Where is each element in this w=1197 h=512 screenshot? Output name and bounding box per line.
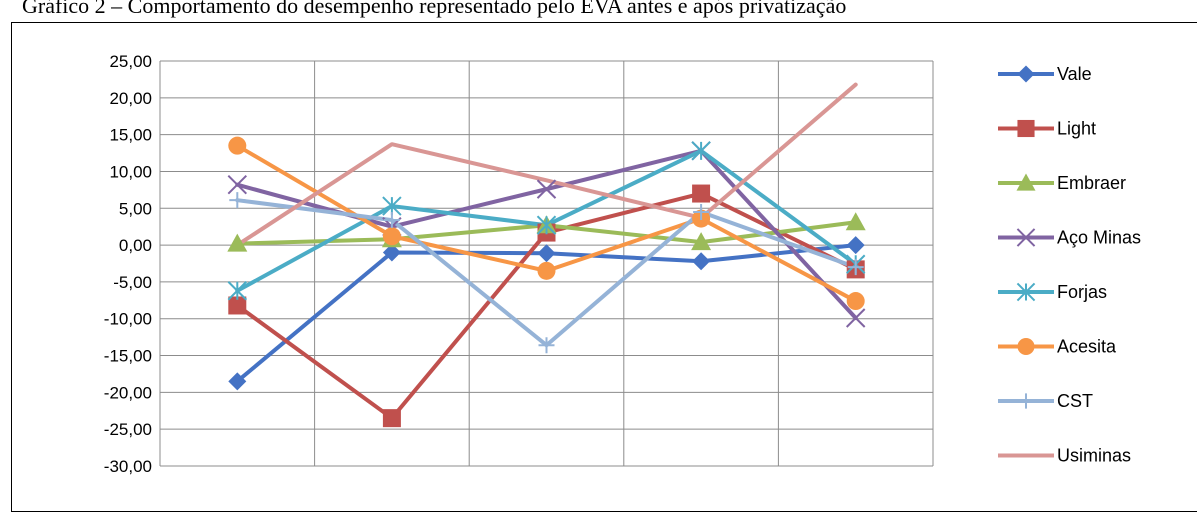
diamond-marker xyxy=(692,252,711,271)
triangle-marker xyxy=(227,233,248,252)
legend-item: CST xyxy=(998,391,1093,411)
y-tick-label: 0,00 xyxy=(119,236,152,255)
square-marker xyxy=(382,409,401,428)
legend-label: Forjas xyxy=(1057,282,1107,302)
diamond-marker xyxy=(537,244,556,263)
legend-item: Forjas xyxy=(998,282,1107,302)
legend-label: CST xyxy=(1057,391,1093,411)
star-marker xyxy=(227,281,248,301)
plus-marker xyxy=(1018,393,1034,409)
star-marker xyxy=(691,141,711,161)
plus-marker xyxy=(538,337,555,354)
legend-item: Light xyxy=(998,119,1096,139)
plus-marker xyxy=(847,259,864,276)
triangle-marker xyxy=(845,212,866,231)
legend-label: Usiminas xyxy=(1057,446,1131,466)
figure-caption: Gráfico 2 – Comportamento do desempenho … xyxy=(22,0,847,18)
diamond-marker xyxy=(846,236,865,255)
star-marker xyxy=(1016,282,1036,302)
diamond-marker xyxy=(1017,65,1035,83)
legend-label: Vale xyxy=(1057,64,1092,84)
legend-label: Acesita xyxy=(1057,337,1117,357)
diamond-marker xyxy=(382,243,401,262)
x-marker xyxy=(1016,228,1036,247)
y-tick-label: -20,00 xyxy=(104,383,152,402)
x-marker xyxy=(536,179,557,199)
circle-marker xyxy=(228,136,247,155)
y-tick-label: 15,00 xyxy=(109,126,152,145)
legend-item: Vale xyxy=(998,64,1092,84)
series-line-usiminas xyxy=(235,82,858,248)
line-chart: 25,00 20,00 15,00 10,00 5,00 0,00 -5,00 -10,00 -… xyxy=(104,52,1141,476)
y-tick-label: -25,00 xyxy=(104,420,152,439)
plus-marker xyxy=(229,192,246,209)
grid-lines xyxy=(159,60,934,467)
circle-marker xyxy=(1017,337,1035,356)
legend-item: Embraer xyxy=(998,173,1126,193)
triangle-marker xyxy=(691,232,712,251)
diamond-marker xyxy=(228,372,247,391)
star-marker xyxy=(536,215,557,235)
x-marker xyxy=(227,175,248,195)
legend-item: Aço Minas xyxy=(998,228,1141,248)
square-marker xyxy=(692,184,711,203)
y-tick-label: -5,00 xyxy=(113,273,152,292)
legend-label: Embraer xyxy=(1057,173,1126,193)
y-tick-label: 25,00 xyxy=(109,52,152,71)
y-tick-label: 20,00 xyxy=(109,89,152,108)
y-axis-ticks: 25,00 20,00 15,00 10,00 5,00 0,00 -5,00 -10,00 -… xyxy=(104,52,152,476)
circle-marker xyxy=(537,261,556,280)
triangle-marker xyxy=(1016,173,1036,191)
legend-item: Acesita xyxy=(998,337,1117,357)
square-marker xyxy=(228,296,247,315)
chart-legend: Vale Light Embraer Aço Minas Forjas Acesita CS… xyxy=(998,64,1141,466)
x-marker xyxy=(845,308,866,328)
square-marker xyxy=(1017,119,1035,138)
series-markers xyxy=(227,136,866,428)
legend-label: Aço Minas xyxy=(1057,228,1141,248)
legend-item: Usiminas xyxy=(998,446,1131,466)
y-tick-label: -30,00 xyxy=(104,457,152,476)
circle-marker xyxy=(846,292,865,311)
legend-label: Light xyxy=(1057,119,1096,139)
plus-marker xyxy=(693,203,710,220)
y-tick-label: 10,00 xyxy=(109,162,152,181)
y-tick-label: -10,00 xyxy=(104,310,152,329)
plus-marker xyxy=(383,212,400,229)
y-tick-label: -15,00 xyxy=(104,347,152,366)
circle-marker xyxy=(382,227,401,246)
y-tick-label: 5,00 xyxy=(119,199,152,218)
